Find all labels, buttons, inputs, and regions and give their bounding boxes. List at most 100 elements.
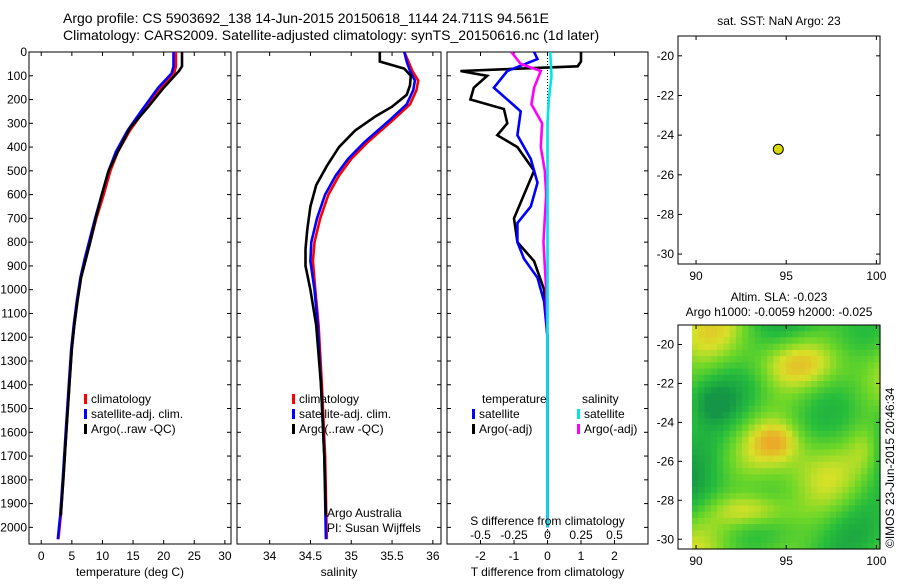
heatmap-cell <box>811 412 818 419</box>
y-tick-label: 1800 <box>0 473 27 487</box>
heatmap-cell <box>698 536 706 544</box>
heatmap-cell <box>704 393 712 401</box>
heatmap-cell <box>729 405 737 413</box>
heatmap-cell <box>748 536 756 544</box>
heatmap-cell <box>735 486 743 494</box>
heatmap-cell <box>823 449 831 457</box>
heatmap-cell <box>786 424 793 432</box>
heatmap-cell <box>811 524 818 531</box>
heatmap-cell <box>754 486 762 494</box>
heatmap-cell <box>804 331 812 339</box>
heatmap-cell <box>748 387 756 395</box>
heatmap-cell <box>817 499 825 507</box>
heatmap-cell <box>742 493 749 500</box>
heatmap-cell <box>779 517 787 525</box>
series-line-argo-raw-qc- <box>59 52 184 516</box>
heatmap-cell <box>692 524 699 531</box>
heatmap-cell <box>836 405 843 413</box>
heatmap-cell <box>698 443 706 451</box>
heatmap-cell <box>792 499 800 507</box>
heatmap-cell <box>829 524 837 531</box>
heatmap-cell <box>692 343 699 351</box>
heatmap-cell <box>798 356 806 363</box>
x2-tick-label: 0.25 <box>569 528 593 542</box>
heatmap-cell <box>710 343 718 351</box>
heatmap-cell <box>698 418 706 426</box>
heatmap-cell <box>729 387 737 395</box>
heatmap-cell <box>773 524 781 531</box>
heatmap-cell <box>817 505 825 513</box>
heatmap-cell <box>861 349 869 357</box>
heatmap-cell <box>704 455 712 463</box>
heatmap-cell <box>742 461 749 469</box>
heatmap-cell <box>735 387 743 395</box>
heatmap-cell <box>804 530 812 538</box>
heatmap-cell <box>748 362 756 370</box>
heatmap-cell <box>854 449 862 457</box>
heatmap-cell <box>735 349 743 357</box>
heatmap-cell <box>773 393 781 401</box>
heatmap-cell <box>854 468 862 475</box>
heatmap-cell <box>836 493 843 500</box>
heatmap-cell <box>836 437 843 444</box>
heatmap-cell <box>698 405 706 413</box>
heatmap-cell <box>735 430 743 438</box>
heatmap-cell <box>829 499 837 507</box>
heatmap-cell <box>873 480 881 488</box>
heatmap-cell <box>735 424 743 432</box>
heatmap-cell <box>723 405 731 413</box>
heatmap-cell <box>767 468 775 475</box>
heatmap-cell <box>717 399 724 407</box>
heatmap-cell <box>811 343 818 351</box>
heatmap-cell <box>817 517 825 525</box>
heatmap-cell <box>692 424 699 432</box>
heatmap-cell <box>823 356 831 363</box>
heatmap-cell <box>773 356 781 363</box>
y-tick-label: 800 <box>7 235 27 249</box>
heatmap-cell <box>754 381 762 388</box>
legend-label: satellite-adj. clim. <box>299 407 391 421</box>
heatmap-cell <box>873 331 881 339</box>
heatmap-cell <box>717 374 724 382</box>
heatmap-cell <box>811 530 818 538</box>
heatmap-cell <box>861 325 869 332</box>
heatmap-cell <box>786 331 793 339</box>
heatmap-cell <box>760 437 768 444</box>
heatmap-cell <box>717 480 724 488</box>
heatmap-cell <box>779 412 787 419</box>
heatmap-cell <box>848 486 856 494</box>
heatmap-cell <box>729 480 737 488</box>
heatmap-cell <box>798 349 806 357</box>
heatmap-cell <box>836 430 843 438</box>
heatmap-cell <box>779 468 787 475</box>
y-tick-label: -22 <box>657 88 675 102</box>
heatmap-cell <box>798 343 806 351</box>
heatmap-cell <box>786 381 793 388</box>
heatmap-cell <box>836 449 843 457</box>
heatmap-cell <box>811 337 818 345</box>
heatmap-cell <box>848 418 856 426</box>
heatmap-cell <box>710 443 718 451</box>
heatmap-cell <box>710 536 718 544</box>
heatmap-cell <box>710 412 718 419</box>
heatmap-cell <box>723 418 731 426</box>
heatmap-cell <box>861 399 869 407</box>
heatmap-cell <box>767 505 775 513</box>
heatmap-cell <box>867 418 875 426</box>
series-line-argo-raw-qc- <box>304 52 413 516</box>
heatmap-cell <box>792 461 800 469</box>
heatmap-cell <box>792 480 800 488</box>
heatmap-cell <box>786 368 793 376</box>
heatmap-cell <box>817 337 825 345</box>
heatmap-cell <box>836 499 843 507</box>
difference-panel: -2 -1 0 1 2 T difference from climatology temp… <box>446 51 649 579</box>
salinity-panel: 34 34.5 35 35.5 36 salinity climatologysatelli… <box>236 51 442 579</box>
heatmap-cell <box>742 430 749 438</box>
heatmap-cell <box>773 505 781 513</box>
heatmap-cell <box>754 461 762 469</box>
heatmap-cell <box>779 424 787 432</box>
heatmap-cell <box>861 437 869 444</box>
heatmap-cell <box>729 356 737 363</box>
heatmap-cell <box>723 461 731 469</box>
heatmap-cell <box>779 349 787 357</box>
